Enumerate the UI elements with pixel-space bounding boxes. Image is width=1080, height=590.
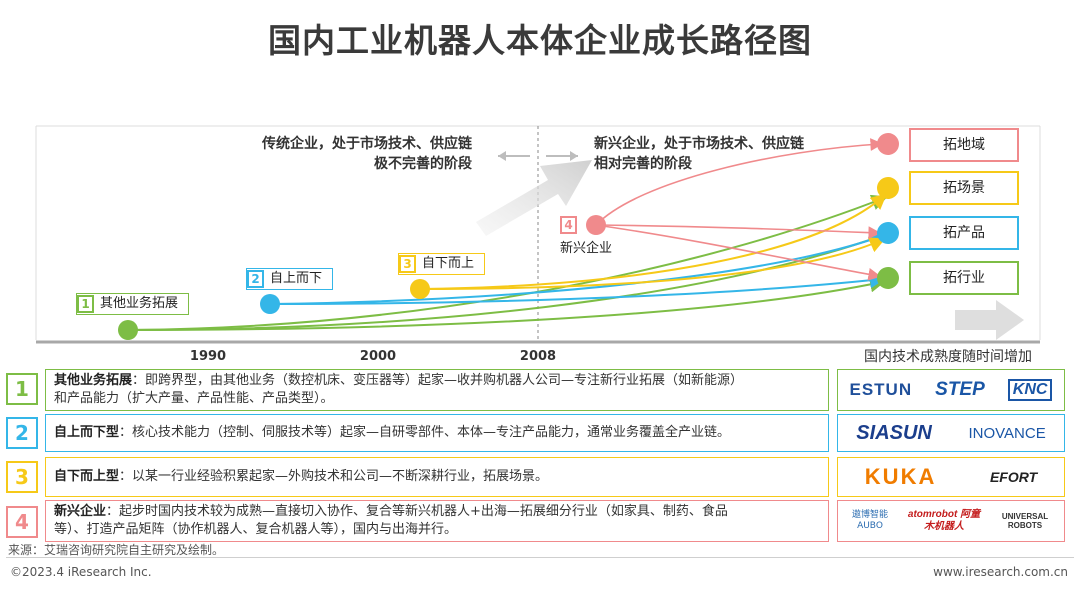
path-curves-yellow xyxy=(419,193,888,290)
stage-label-traditional-line2: 极不完善的阶段 xyxy=(374,156,472,172)
row-number-2: 2 xyxy=(6,417,38,449)
row-number-4: 4 xyxy=(6,506,38,538)
stage-arrows xyxy=(498,151,578,161)
stage-label-emerging-line1: 新兴企业，处于市场技术、供应链 xyxy=(594,136,804,152)
source-note: 来源：艾瑞咨询研究院自主研究及绘制。 xyxy=(8,543,225,557)
path-curves-pink xyxy=(595,138,884,281)
path-tag-4: 4 新兴企业 xyxy=(560,216,612,259)
logo-estun: ESTUN xyxy=(849,380,913,399)
logo-inovance: INOVANCE xyxy=(968,424,1046,442)
logo-box-2: SIASUN INOVANCE xyxy=(837,414,1065,452)
row-desc-head: 其他业务拓展 xyxy=(54,373,133,388)
path-tag-label: 自下而上 xyxy=(422,256,475,271)
path-tag-1: 1 其他业务拓展 xyxy=(76,293,190,315)
row-desc-3: 自下而上型：以某一行业经验积累起家—外购技术和公司—不断深耕行业，拓展场景。 xyxy=(45,457,829,497)
stage-label-emerging-line2: 相对完善的阶段 xyxy=(594,156,692,172)
axis-label: 国内技术成熟度随时间增加 xyxy=(864,349,1032,365)
year-label-2000: 2000 xyxy=(360,349,396,364)
stage-label-traditional-line1: 传统企业，处于市场技术、供应链 xyxy=(262,136,472,152)
row-desc-text: ：起步时国内技术较为成熟—直接切入协作、复合等新兴机器人+出海—拓展细分行业（如… xyxy=(106,504,728,519)
row-desc-head: 新兴企业 xyxy=(54,504,107,519)
outcome-box-industry: 拓行业 xyxy=(909,261,1019,295)
logo-box-3: KUKA EFORT xyxy=(837,457,1065,497)
row-number-1: 1 xyxy=(6,373,38,405)
start-dot-1 xyxy=(118,320,138,340)
logo-kuka: KUKA xyxy=(864,464,937,489)
logo-atomrobot: atomrobot 阿童木机器人 xyxy=(907,509,981,532)
row-desc-2: 自上而下型：核心技术能力（控制、伺服技术等）起家—自研零部件、本体—专注产品能力… xyxy=(45,414,829,452)
row-desc-head: 自下而上型 xyxy=(54,469,120,484)
end-dot-industry xyxy=(877,267,899,289)
outcome-box-region: 拓地域 xyxy=(909,128,1019,162)
path-tag-label: 新兴企业 xyxy=(560,241,613,256)
start-dot-3 xyxy=(410,279,430,299)
logo-step: STEP xyxy=(935,379,985,400)
logo-box-1: ESTUN STEP KNC xyxy=(837,369,1065,411)
row-desc-1: 其他业务拓展：即跨界型，由其他业务（数控机床、变压器等）起家—收并购机器人公司—… xyxy=(45,369,829,411)
logo-universal-robots: UNIVERSAL ROBOTS xyxy=(1001,512,1049,530)
logo-siasun: SIASUN xyxy=(856,421,932,444)
end-dot-scene xyxy=(877,177,899,199)
year-label-1990: 1990 xyxy=(190,349,226,364)
row-number-3: 3 xyxy=(6,461,38,493)
path-tag-3: 3 自下而上 xyxy=(398,253,486,275)
path-tag-number: 3 xyxy=(399,255,416,273)
logo-aubo: 遨博智能 AUBO xyxy=(851,510,888,531)
footer-divider xyxy=(6,557,1074,558)
row-desc-text: ：即跨界型，由其他业务（数控机床、变压器等）起家—收并购机器人公司—专注新行业拓… xyxy=(132,373,744,388)
path-tag-label: 自上而下 xyxy=(270,271,323,286)
path-tag-number: 2 xyxy=(247,270,264,288)
start-dot-4 xyxy=(586,215,606,235)
end-dot-product xyxy=(877,222,899,244)
row-desc-4: 新兴企业：起步时国内技术较为成熟—直接切入协作、复合等新兴机器人+出海—拓展细分… xyxy=(45,500,829,542)
page-title: 国内工业机器人本体企业成长路径图 xyxy=(268,21,812,60)
outcome-box-product: 拓产品 xyxy=(909,216,1019,250)
logo-efort: EFORT xyxy=(989,469,1038,485)
logo-knc: KNC xyxy=(1007,379,1053,401)
copyright: ©2023.4 iResearch Inc. xyxy=(10,565,152,579)
end-dot-region xyxy=(877,133,899,155)
stage-label-traditional: 传统企业，处于市场技术、供应链 极不完善的阶段 xyxy=(220,134,472,174)
outcome-box-scene: 拓场景 xyxy=(909,171,1019,205)
website-link[interactable]: www.iresearch.com.cn xyxy=(933,565,1068,579)
path-tag-label: 其他业务拓展 xyxy=(100,296,179,311)
logo-box-4: 遨博智能 AUBO atomrobot 阿童木机器人 UNIVERSAL ROB… xyxy=(837,500,1065,542)
path-tag-number: 4 xyxy=(560,216,577,234)
start-dot-2 xyxy=(260,294,280,314)
row-desc-text-line2: 等）、打造产品矩阵（协作机器人、复合机器人等），国内与出海并行。 xyxy=(54,522,458,537)
year-label-2008: 2008 xyxy=(520,349,556,364)
row-desc-text-line2: 和产品能力（扩大产量、产品性能、产品类型）。 xyxy=(54,391,334,406)
path-tag-2: 2 自上而下 xyxy=(246,268,334,290)
path-tag-number: 1 xyxy=(77,295,94,313)
row-desc-head: 自上而下型 xyxy=(54,425,120,440)
row-desc-text: ：核心技术能力（控制、伺服技术等）起家—自研零部件、本体—专注产品能力，通常业务… xyxy=(119,425,731,440)
row-desc-text: ：以某一行业经验积累起家—外购技术和公司—不断深耕行业，拓展场景。 xyxy=(119,469,549,484)
stage-label-emerging: 新兴企业，处于市场技术、供应链 相对完善的阶段 xyxy=(594,134,854,174)
growth-background-arrow xyxy=(476,160,592,236)
maturity-arrow xyxy=(955,300,1024,340)
